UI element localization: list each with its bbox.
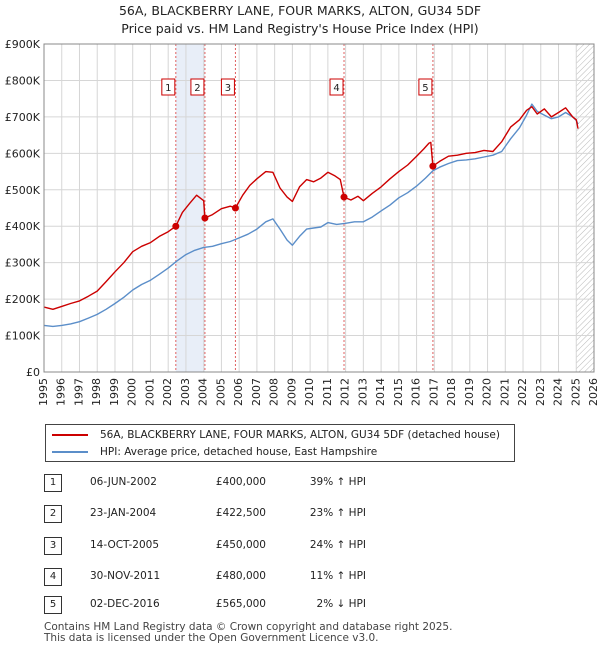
sale-number-label: 3 bbox=[225, 83, 231, 94]
sale-date: 06-JUN-2002 bbox=[90, 476, 157, 488]
x-tick-label: 2015 bbox=[392, 378, 405, 406]
sale-point bbox=[172, 222, 180, 230]
hpi-line bbox=[43, 103, 579, 328]
legend: 56A, BLACKBERRY LANE, FOUR MARKS, ALTON,… bbox=[45, 424, 515, 462]
sale-hpi-diff: 24% ↑ HPI bbox=[309, 539, 366, 551]
x-tick-label: 2025 bbox=[569, 378, 582, 406]
price-chart: £0 £100K £200K £300K £400K £500K £600K £700K £80… bbox=[5, 38, 600, 406]
sale-number: 4 bbox=[44, 568, 62, 586]
footer-licence: This data is licensed under the Open Gov… bbox=[44, 632, 379, 644]
x-tick-label: 2001 bbox=[143, 378, 156, 406]
x-tick-label: 2008 bbox=[268, 378, 281, 406]
x-tick-label: 2018 bbox=[445, 378, 458, 406]
x-tick-label: 1995 bbox=[37, 378, 50, 406]
sale-date: 30-NOV-2011 bbox=[90, 570, 161, 582]
sale-hpi-diff: 39% ↑ HPI bbox=[309, 476, 366, 488]
sale-number-box bbox=[190, 78, 205, 96]
x-tick-label: 2013 bbox=[356, 378, 369, 406]
sale-number: 1 bbox=[44, 474, 62, 492]
future-hatch-area bbox=[576, 44, 594, 372]
sale-number-box bbox=[418, 78, 433, 96]
sale-number-box bbox=[220, 78, 235, 96]
sale-date: 02-DEC-2016 bbox=[90, 598, 160, 610]
x-tick-label: 2020 bbox=[481, 378, 494, 406]
legend-swatch-hpi bbox=[52, 451, 88, 453]
y-tick-label: £500K bbox=[5, 184, 41, 197]
x-tick-label: 2000 bbox=[126, 378, 139, 406]
legend-label-hpi: HPI: Average price, detached house, East… bbox=[100, 446, 378, 458]
plot-area bbox=[44, 44, 594, 372]
x-tick-label: 1997 bbox=[72, 378, 85, 406]
x-tick-label: 2007 bbox=[250, 378, 263, 406]
sale-price: £480,000 bbox=[215, 570, 266, 582]
x-tick-label: 2003 bbox=[179, 378, 192, 406]
table-row: 5 02-DEC-2016 £565,000 2% ↓ HPI bbox=[44, 596, 404, 616]
x-tick-label: 2012 bbox=[339, 378, 352, 406]
sale-number: 3 bbox=[44, 537, 62, 555]
y-tick-label: £600K bbox=[5, 147, 41, 160]
plot-frame bbox=[43, 43, 595, 373]
y-tick-label: £200K bbox=[5, 293, 41, 306]
sale-number-label: 2 bbox=[194, 83, 200, 94]
y-tick-label: £800K bbox=[5, 74, 41, 87]
x-tick-label: 2026 bbox=[587, 378, 600, 406]
x-tick-label: 2017 bbox=[427, 378, 440, 406]
sale-price: £565,000 bbox=[215, 598, 266, 610]
table-row: 2 23-JAN-2004 £422,500 23% ↑ HPI bbox=[44, 505, 404, 525]
sale-point bbox=[429, 162, 437, 170]
table-row: 3 14-OCT-2005 £450,000 24% ↑ HPI bbox=[44, 537, 404, 557]
y-tick-label: £0 bbox=[26, 366, 40, 379]
sale-price: £400,000 bbox=[215, 476, 266, 488]
sale-number-label: 5 bbox=[422, 83, 428, 94]
sale-number: 5 bbox=[44, 596, 62, 614]
property-price-line bbox=[43, 106, 579, 310]
x-tick-label: 2021 bbox=[498, 378, 511, 406]
chart-subtitle: Price paid vs. HM Land Registry's House … bbox=[121, 21, 479, 36]
table-row: 4 30-NOV-2011 £480,000 11% ↑ HPI bbox=[44, 568, 404, 588]
legend-swatch-property bbox=[52, 434, 88, 436]
sale-number-label: 4 bbox=[333, 83, 339, 94]
x-tick-label: 2011 bbox=[321, 378, 334, 406]
x-tick-label: 1996 bbox=[55, 378, 68, 406]
x-tick-label: 2004 bbox=[197, 378, 210, 406]
x-tick-label: 2016 bbox=[410, 378, 423, 406]
x-tick-label: 2019 bbox=[463, 378, 476, 406]
y-tick-label: £400K bbox=[5, 220, 41, 233]
sale-price: £422,500 bbox=[215, 507, 266, 519]
x-tick-label: 2005 bbox=[214, 378, 227, 406]
x-tick-label: 2009 bbox=[285, 378, 298, 406]
chart-title: 56A, BLACKBERRY LANE, FOUR MARKS, ALTON,… bbox=[118, 3, 482, 18]
x-tick-label: 2006 bbox=[232, 378, 245, 406]
x-tick-label: 1999 bbox=[108, 378, 121, 406]
sale-hpi-diff: 23% ↑ HPI bbox=[309, 507, 366, 519]
legend-label-property: 56A, BLACKBERRY LANE, FOUR MARKS, ALTON,… bbox=[100, 429, 500, 441]
sale-hpi-diff: 11% ↑ HPI bbox=[309, 570, 366, 582]
y-tick-label: £900K bbox=[5, 38, 41, 51]
y-tick-label: £700K bbox=[5, 111, 41, 124]
x-tick-label: 2023 bbox=[534, 378, 547, 406]
sale-point bbox=[340, 193, 348, 201]
x-tick-label: 2010 bbox=[303, 378, 316, 406]
sale-number-box bbox=[161, 78, 176, 96]
x-tick-label: 2002 bbox=[161, 378, 174, 406]
sale-number: 2 bbox=[44, 505, 62, 523]
sale-point bbox=[201, 214, 209, 222]
y-tick-label: £300K bbox=[5, 257, 41, 270]
sale-number-box bbox=[329, 78, 344, 96]
footer-copyright: Contains HM Land Registry data © Crown c… bbox=[44, 621, 453, 633]
sale-price: £450,000 bbox=[215, 539, 266, 551]
x-tick-label: 2024 bbox=[552, 378, 565, 406]
sale-number-label: 1 bbox=[165, 83, 171, 94]
sale-hpi-diff: 2% ↓ HPI bbox=[316, 598, 366, 610]
sale-period-band bbox=[175, 44, 205, 372]
x-tick-label: 1998 bbox=[90, 378, 103, 406]
sale-point bbox=[231, 204, 239, 212]
x-tick-label: 2014 bbox=[374, 378, 387, 406]
sale-date: 14-OCT-2005 bbox=[90, 539, 159, 551]
x-tick-label: 2022 bbox=[516, 378, 529, 406]
table-row: 1 06-JUN-2002 £400,000 39% ↑ HPI bbox=[44, 474, 404, 494]
sale-date: 23-JAN-2004 bbox=[90, 507, 157, 519]
y-tick-label: £100K bbox=[5, 330, 41, 343]
